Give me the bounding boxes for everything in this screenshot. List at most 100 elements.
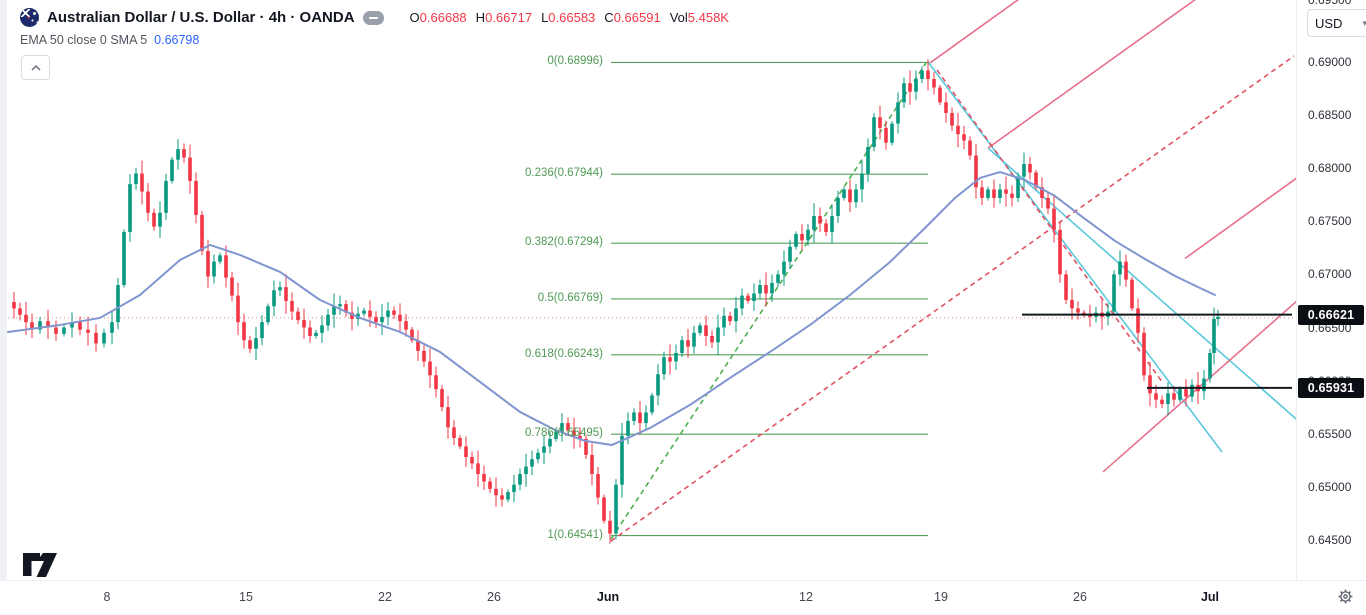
candle xyxy=(806,229,810,241)
candle xyxy=(608,520,612,534)
volume-label: Vol xyxy=(669,10,688,25)
candle xyxy=(800,234,804,241)
candle xyxy=(70,322,74,328)
candle xyxy=(54,327,58,334)
high-value: 0.66717 xyxy=(485,10,533,25)
legend-collapse-button[interactable] xyxy=(21,55,50,80)
low-label: L xyxy=(541,10,549,25)
fib-label-0: 0(0.68996) xyxy=(547,55,603,68)
candle xyxy=(686,340,690,347)
candle xyxy=(230,277,234,296)
candle xyxy=(332,306,336,315)
candle xyxy=(102,332,106,344)
candle xyxy=(836,197,840,216)
candle xyxy=(842,189,846,198)
candle xyxy=(980,187,984,198)
price-tag-0.66621: 0.66621 xyxy=(1298,304,1364,325)
candle xyxy=(1208,352,1212,379)
candle xyxy=(164,180,168,213)
candle xyxy=(1124,261,1128,280)
candle xyxy=(218,255,222,262)
candle xyxy=(878,117,882,128)
volume-value: 5.458K xyxy=(687,10,729,25)
symbol-legend[interactable]: Australian Dollar / U.S. Dollar · 4h · O… xyxy=(20,8,729,27)
candle xyxy=(512,484,516,493)
candle xyxy=(1052,208,1056,230)
candle xyxy=(446,407,450,428)
candle xyxy=(482,474,486,482)
candle xyxy=(78,322,82,330)
axis-settings-gear-icon[interactable] xyxy=(1338,589,1353,609)
candle xyxy=(1148,375,1152,394)
candle xyxy=(680,340,684,353)
candle xyxy=(248,340,252,349)
candle xyxy=(788,246,792,262)
fib-label-0.382: 0.382(0.67294) xyxy=(524,236,603,249)
candle xyxy=(1046,197,1050,209)
candle xyxy=(62,327,66,334)
pink-channel-lower[interactable] xyxy=(987,0,1200,149)
pink-channel-upper[interactable] xyxy=(929,0,1026,64)
candle xyxy=(206,251,210,277)
series-status-icon[interactable] xyxy=(362,10,384,25)
candle xyxy=(122,231,126,286)
ema-50-line[interactable] xyxy=(7,171,1216,446)
tradingview-logo[interactable] xyxy=(22,552,62,583)
candle xyxy=(410,329,414,341)
candle xyxy=(764,285,768,294)
time-axis[interactable]: 8 15 22 26 Jun 12 19 26 Jul xyxy=(0,580,1366,615)
price-tag-0.65931: 0.65931 xyxy=(1298,377,1364,398)
currency-selector[interactable]: USD ▾ xyxy=(1307,9,1366,37)
symbol-title[interactable]: Australian Dollar / U.S. Dollar · 4h · O… xyxy=(47,9,355,26)
time-axis-label-26: 26 xyxy=(487,590,501,604)
candle xyxy=(200,214,204,252)
candle xyxy=(302,320,306,328)
indicator-legend[interactable]: EMA 50 close 0 SMA 5 0.66798 xyxy=(20,33,199,47)
candle xyxy=(554,431,558,440)
red-dashed-descending[interactable] xyxy=(936,69,1164,384)
candle xyxy=(632,412,636,421)
chevron-up-icon xyxy=(30,64,41,71)
candle xyxy=(224,255,228,278)
candle xyxy=(488,481,492,489)
ohlc-values: O0.66688 H0.66717 L0.66583 C0.66591 Vol5… xyxy=(410,10,729,25)
candle xyxy=(548,439,552,447)
candle xyxy=(1142,332,1146,376)
candle xyxy=(374,316,378,323)
candle xyxy=(986,189,990,198)
candle xyxy=(158,212,162,227)
candle xyxy=(728,315,732,322)
fib-baseline-dashed[interactable] xyxy=(610,62,927,540)
cyan-channel-upper[interactable] xyxy=(927,61,1223,453)
candle xyxy=(1130,279,1134,309)
fib-label-0.618: 0.618(0.66243) xyxy=(524,347,603,360)
candle xyxy=(1064,274,1068,300)
candle xyxy=(746,295,750,301)
candle xyxy=(782,261,786,275)
chevron-down-icon: ▾ xyxy=(1362,17,1366,28)
candle xyxy=(152,212,156,227)
candle xyxy=(944,102,948,113)
candle xyxy=(866,146,870,174)
candle xyxy=(794,234,798,247)
candle xyxy=(428,361,432,376)
candle xyxy=(668,357,672,362)
candle xyxy=(1040,187,1044,198)
candle xyxy=(1118,261,1122,275)
candle xyxy=(830,215,834,232)
red-dashed-ascending[interactable] xyxy=(610,55,1295,542)
candle xyxy=(890,123,894,143)
open-value: 0.66688 xyxy=(419,10,467,25)
price-axis-label: 0.69000 xyxy=(1308,55,1352,69)
price-axis[interactable]: USD ▾ 0.69500 0.69000 0.68500 0.68000 0.6750… xyxy=(1296,0,1366,580)
price-axis-label: 0.68500 xyxy=(1308,108,1352,123)
candle xyxy=(188,157,192,181)
candle xyxy=(134,173,138,185)
candle xyxy=(290,300,294,312)
candle xyxy=(1184,389,1188,397)
price-axis-label: 0.68000 xyxy=(1308,161,1352,176)
candle xyxy=(1112,274,1116,312)
candle xyxy=(1154,393,1158,400)
candle xyxy=(860,173,864,190)
